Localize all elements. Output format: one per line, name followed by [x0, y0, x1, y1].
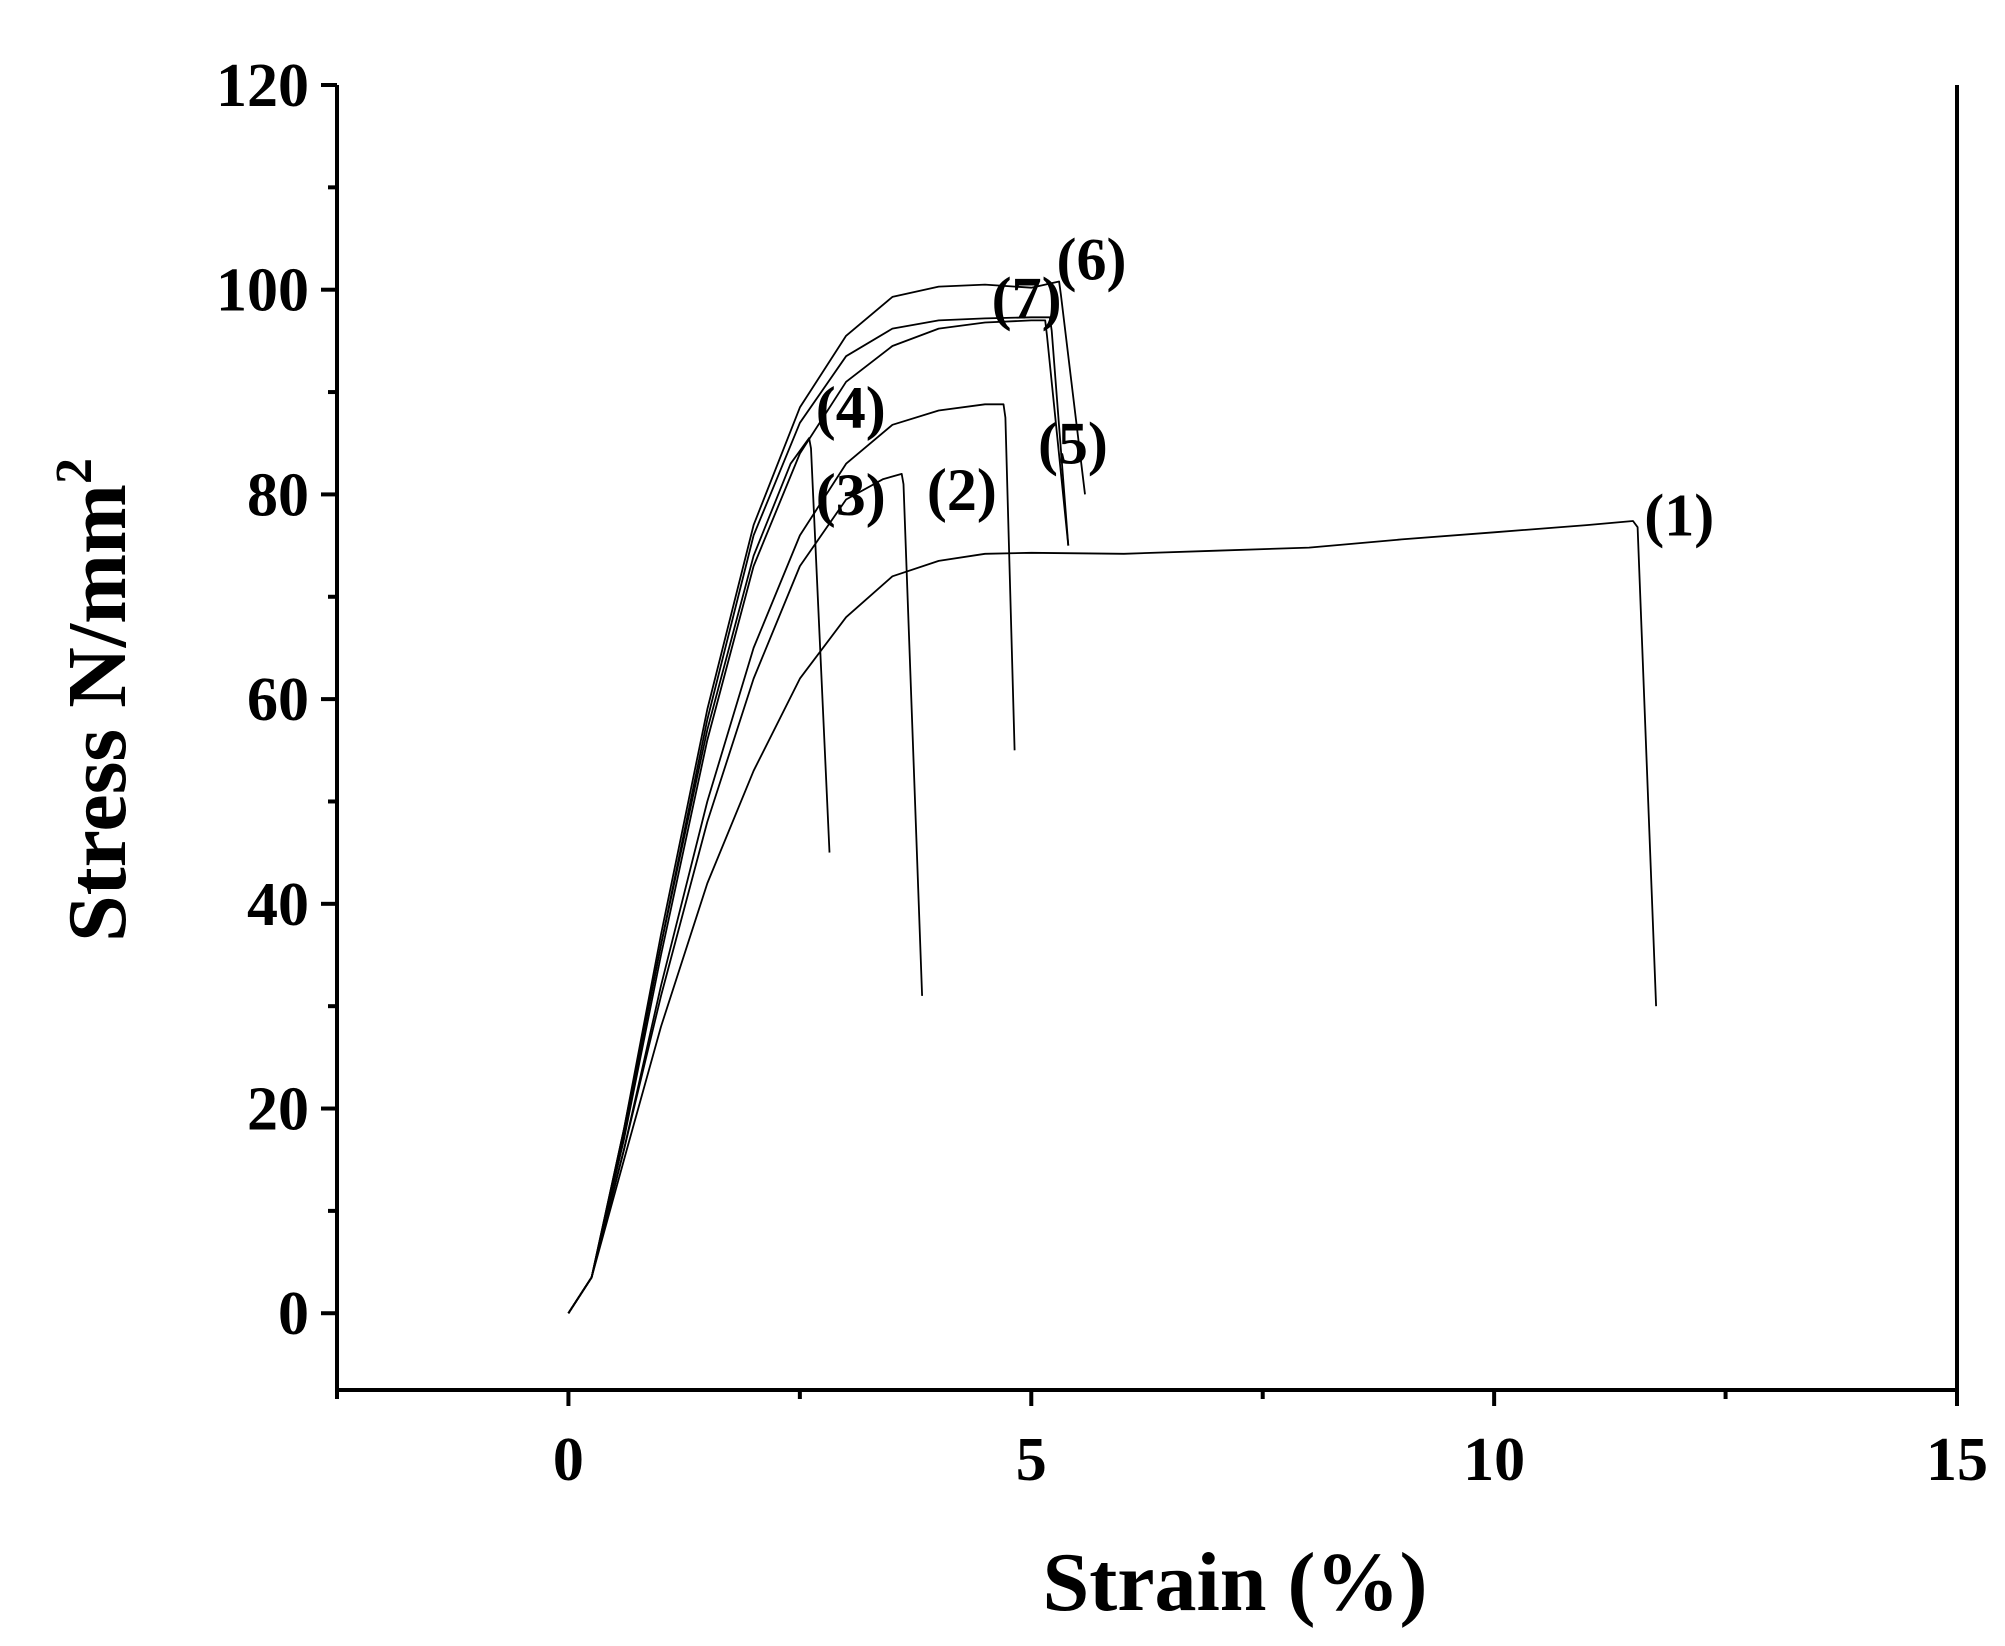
series-label-4: (4)	[816, 375, 886, 441]
y-tick-label: 0	[278, 1280, 309, 1348]
series-label-7: (7)	[992, 265, 1062, 331]
x-tick-label: 5	[1016, 1426, 1047, 1494]
x-axis-title: Strain (%)	[1043, 1536, 1428, 1629]
series-label-1: (1)	[1644, 482, 1714, 548]
axes-layer	[321, 83, 1959, 1406]
y-tick-label: 100	[216, 257, 309, 325]
y-tick-label: 40	[247, 871, 309, 939]
series-line-3	[567, 472, 923, 1314]
tick-labels-layer: 0 5 10 15 0 20 40 60 80 100 120	[216, 52, 1988, 1494]
x-tick-label: 0	[553, 1426, 584, 1494]
series-label-2: (2)	[927, 457, 997, 523]
series-label-5: (5)	[1038, 411, 1108, 477]
series-line-4	[567, 437, 831, 1314]
series-line-1	[567, 520, 1657, 1314]
y-tick-label: 60	[247, 666, 309, 734]
series-line-7	[567, 316, 1070, 1314]
y-tick-label: 80	[247, 461, 309, 529]
y-axis-title-superscript: 2	[46, 458, 103, 484]
y-tick-label: 120	[216, 52, 309, 120]
x-tick-label: 15	[1926, 1426, 1988, 1494]
series-label-6: (6)	[1056, 226, 1126, 292]
series-label-3: (3)	[816, 462, 886, 528]
y-axis-title: Stress N/mm2	[46, 458, 144, 942]
y-axis-title-text: Stress N/mm	[51, 484, 144, 942]
series-line-6	[567, 280, 1086, 1314]
series-line-5	[567, 319, 1070, 1314]
x-tick-label: 10	[1463, 1426, 1525, 1494]
curve-labels-layer: (1) (2) (3) (4) (5) (6)(7)	[816, 226, 1714, 548]
series-line-2	[567, 403, 1016, 1314]
curves-layer	[567, 280, 1657, 1314]
y-tick-label: 20	[247, 1076, 309, 1144]
